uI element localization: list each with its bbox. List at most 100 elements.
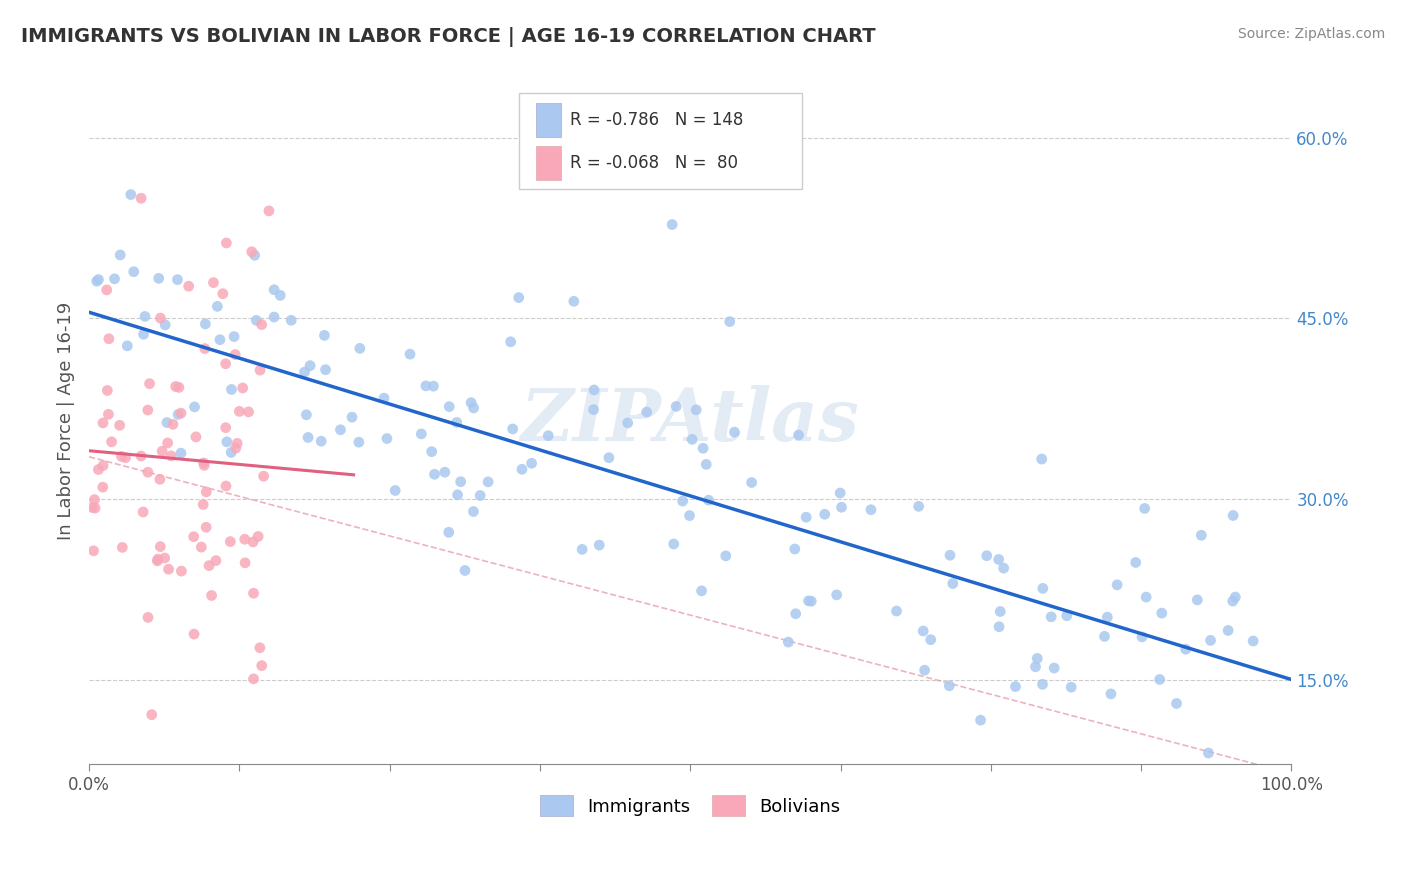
Point	[165, 379, 187, 393]
Point	[681, 433, 703, 447]
Point	[238, 405, 260, 419]
Point	[741, 475, 763, 490]
Point	[122, 265, 145, 279]
Point	[242, 672, 264, 686]
Point	[84, 501, 107, 516]
Point	[830, 486, 852, 500]
Point	[219, 534, 242, 549]
Point	[463, 401, 485, 415]
Point	[969, 713, 991, 727]
Point	[1060, 680, 1083, 694]
Point	[794, 510, 817, 524]
Point	[157, 562, 180, 576]
Point	[195, 484, 218, 499]
Point	[162, 417, 184, 432]
Point	[91, 458, 114, 473]
Point	[1031, 677, 1053, 691]
Point	[886, 604, 908, 618]
Point	[129, 449, 152, 463]
Text: IMMIGRANTS VS BOLIVIAN IN LABOR FORCE | AGE 16-19 CORRELATION CHART: IMMIGRANTS VS BOLIVIAN IN LABOR FORCE | …	[21, 27, 876, 46]
Point	[242, 535, 264, 549]
Point	[96, 283, 118, 297]
Point	[207, 299, 229, 313]
Point	[224, 348, 246, 362]
Point	[211, 286, 233, 301]
Point	[384, 483, 406, 498]
Point	[250, 318, 273, 332]
Point	[97, 332, 120, 346]
Point	[1187, 593, 1209, 607]
Point	[198, 558, 221, 573]
Point	[156, 416, 179, 430]
Point	[132, 505, 155, 519]
Point	[183, 530, 205, 544]
Point	[976, 549, 998, 563]
Point	[1135, 590, 1157, 604]
Point	[280, 313, 302, 327]
Point	[938, 679, 960, 693]
Point	[583, 383, 606, 397]
Point	[299, 359, 322, 373]
Point	[783, 541, 806, 556]
Point	[920, 632, 942, 647]
Point	[110, 248, 132, 262]
Point	[225, 441, 247, 455]
Point	[420, 444, 443, 458]
Point	[245, 313, 267, 327]
Point	[562, 294, 585, 309]
Point	[83, 543, 105, 558]
Point	[859, 502, 882, 516]
Point	[1189, 528, 1212, 542]
Point	[215, 420, 238, 434]
Point	[1166, 697, 1188, 711]
Point	[136, 403, 159, 417]
Point	[993, 561, 1015, 575]
Point	[153, 318, 176, 332]
Point	[200, 589, 222, 603]
Point	[108, 418, 131, 433]
Text: R = -0.786   N = 148: R = -0.786 N = 148	[569, 111, 742, 128]
Point	[150, 444, 173, 458]
Point	[257, 203, 280, 218]
Point	[463, 504, 485, 518]
Point	[100, 434, 122, 449]
Point	[295, 408, 318, 422]
Point	[242, 586, 264, 600]
Point	[914, 663, 936, 677]
Point	[1026, 651, 1049, 665]
Point	[141, 707, 163, 722]
Point	[1025, 659, 1047, 673]
Point	[571, 542, 593, 557]
Point	[215, 479, 238, 493]
Point	[190, 540, 212, 554]
Point	[814, 508, 837, 522]
Point	[297, 430, 319, 444]
Point	[208, 333, 231, 347]
Point	[375, 432, 398, 446]
Point	[1213, 764, 1236, 779]
Point	[349, 342, 371, 356]
Text: R = -0.068   N =  80: R = -0.068 N = 80	[569, 154, 738, 172]
Point	[233, 556, 256, 570]
Point	[1032, 582, 1054, 596]
Point	[987, 552, 1010, 566]
Point	[148, 271, 170, 285]
Point	[194, 317, 217, 331]
Point	[177, 279, 200, 293]
Point	[1174, 642, 1197, 657]
Point	[446, 416, 468, 430]
Point	[202, 276, 225, 290]
Point	[193, 456, 215, 470]
Point	[437, 400, 460, 414]
Point	[1222, 508, 1244, 523]
Point	[1056, 608, 1078, 623]
Point	[1043, 661, 1066, 675]
Point	[226, 436, 249, 450]
Point	[373, 391, 395, 405]
Point	[232, 381, 254, 395]
Point	[117, 339, 139, 353]
Point	[1197, 746, 1219, 760]
Point	[1241, 634, 1264, 648]
Point	[520, 456, 543, 470]
Point	[697, 493, 720, 508]
